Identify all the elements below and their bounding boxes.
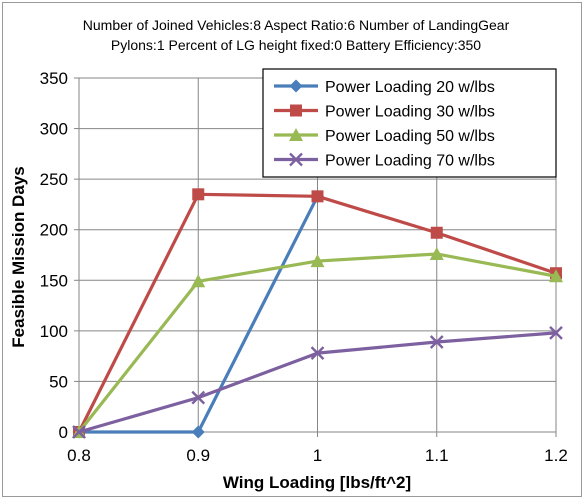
legend-label: Power Loading 50 w/lbs bbox=[325, 128, 495, 145]
y-tick-label: 200 bbox=[40, 221, 68, 240]
legend-marker bbox=[289, 152, 303, 167]
y-tick-label: 250 bbox=[40, 170, 68, 189]
legend-entry: Power Loading 50 w/lbs bbox=[274, 128, 495, 145]
data-point bbox=[549, 326, 563, 340]
legend-marker bbox=[289, 128, 303, 141]
data-point bbox=[430, 226, 443, 239]
data-point bbox=[310, 254, 325, 268]
legend-entry: Power Loading 20 w/lbs bbox=[274, 79, 495, 96]
x-tick-label: 0.8 bbox=[67, 446, 91, 465]
legend-entry: Power Loading 70 w/lbs bbox=[274, 153, 495, 170]
x-tick-label: 1.2 bbox=[544, 446, 568, 465]
chart-title-line-1: Number of Joined Vehicles:8 Aspect Ratio… bbox=[83, 17, 510, 33]
y-tick-label: 300 bbox=[40, 120, 68, 139]
y-tick-label: 150 bbox=[40, 271, 68, 290]
legend-label: Power Loading 70 w/lbs bbox=[325, 153, 495, 170]
x-axis-title: Wing Loading [lbs/ft^2] bbox=[223, 473, 411, 492]
legend-marker bbox=[289, 79, 303, 93]
data-point bbox=[192, 188, 205, 201]
x-tick-label: 1 bbox=[313, 446, 322, 465]
data-point bbox=[311, 190, 324, 203]
data-point bbox=[310, 346, 325, 360]
data-point bbox=[429, 335, 444, 349]
series-layer bbox=[72, 188, 563, 439]
legend-label: Power Loading 30 w/lbs bbox=[325, 104, 495, 121]
y-tick-label: 0 bbox=[59, 423, 68, 442]
data-point bbox=[429, 246, 444, 260]
x-tick-label: 0.9 bbox=[186, 446, 210, 465]
legend: Power Loading 20 w/lbs Power Loading 30 w… bbox=[262, 68, 557, 178]
legend-label: Power Loading 20 w/lbs bbox=[325, 79, 495, 96]
data-point bbox=[191, 390, 206, 405]
x-axis-tick-labels: 0.8 0.9 1 1.1 1.2 bbox=[67, 432, 568, 465]
y-tick-label: 350 bbox=[40, 69, 68, 88]
legend-items: Power Loading 20 w/lbs Power Loading 30 w… bbox=[274, 79, 495, 170]
y-tick-label: 50 bbox=[49, 372, 68, 391]
legend-entry: Power Loading 30 w/lbs bbox=[274, 104, 495, 121]
data-point bbox=[549, 269, 563, 283]
y-tick-label: 100 bbox=[40, 322, 68, 341]
y-axis-title: Feasible Mission Days bbox=[9, 166, 28, 347]
data-point bbox=[72, 425, 86, 439]
data-point bbox=[191, 274, 206, 288]
data-point bbox=[191, 425, 205, 439]
x-tick-label: 1.1 bbox=[425, 446, 449, 465]
y-axis-tick-labels: 0 50 100 150 200 250 300 350 bbox=[40, 69, 79, 442]
chart-title-line-2: Pylons:1 Percent of LG height fixed:0 Ba… bbox=[111, 37, 481, 53]
series-4 bbox=[72, 326, 563, 439]
legend-marker bbox=[290, 104, 302, 117]
